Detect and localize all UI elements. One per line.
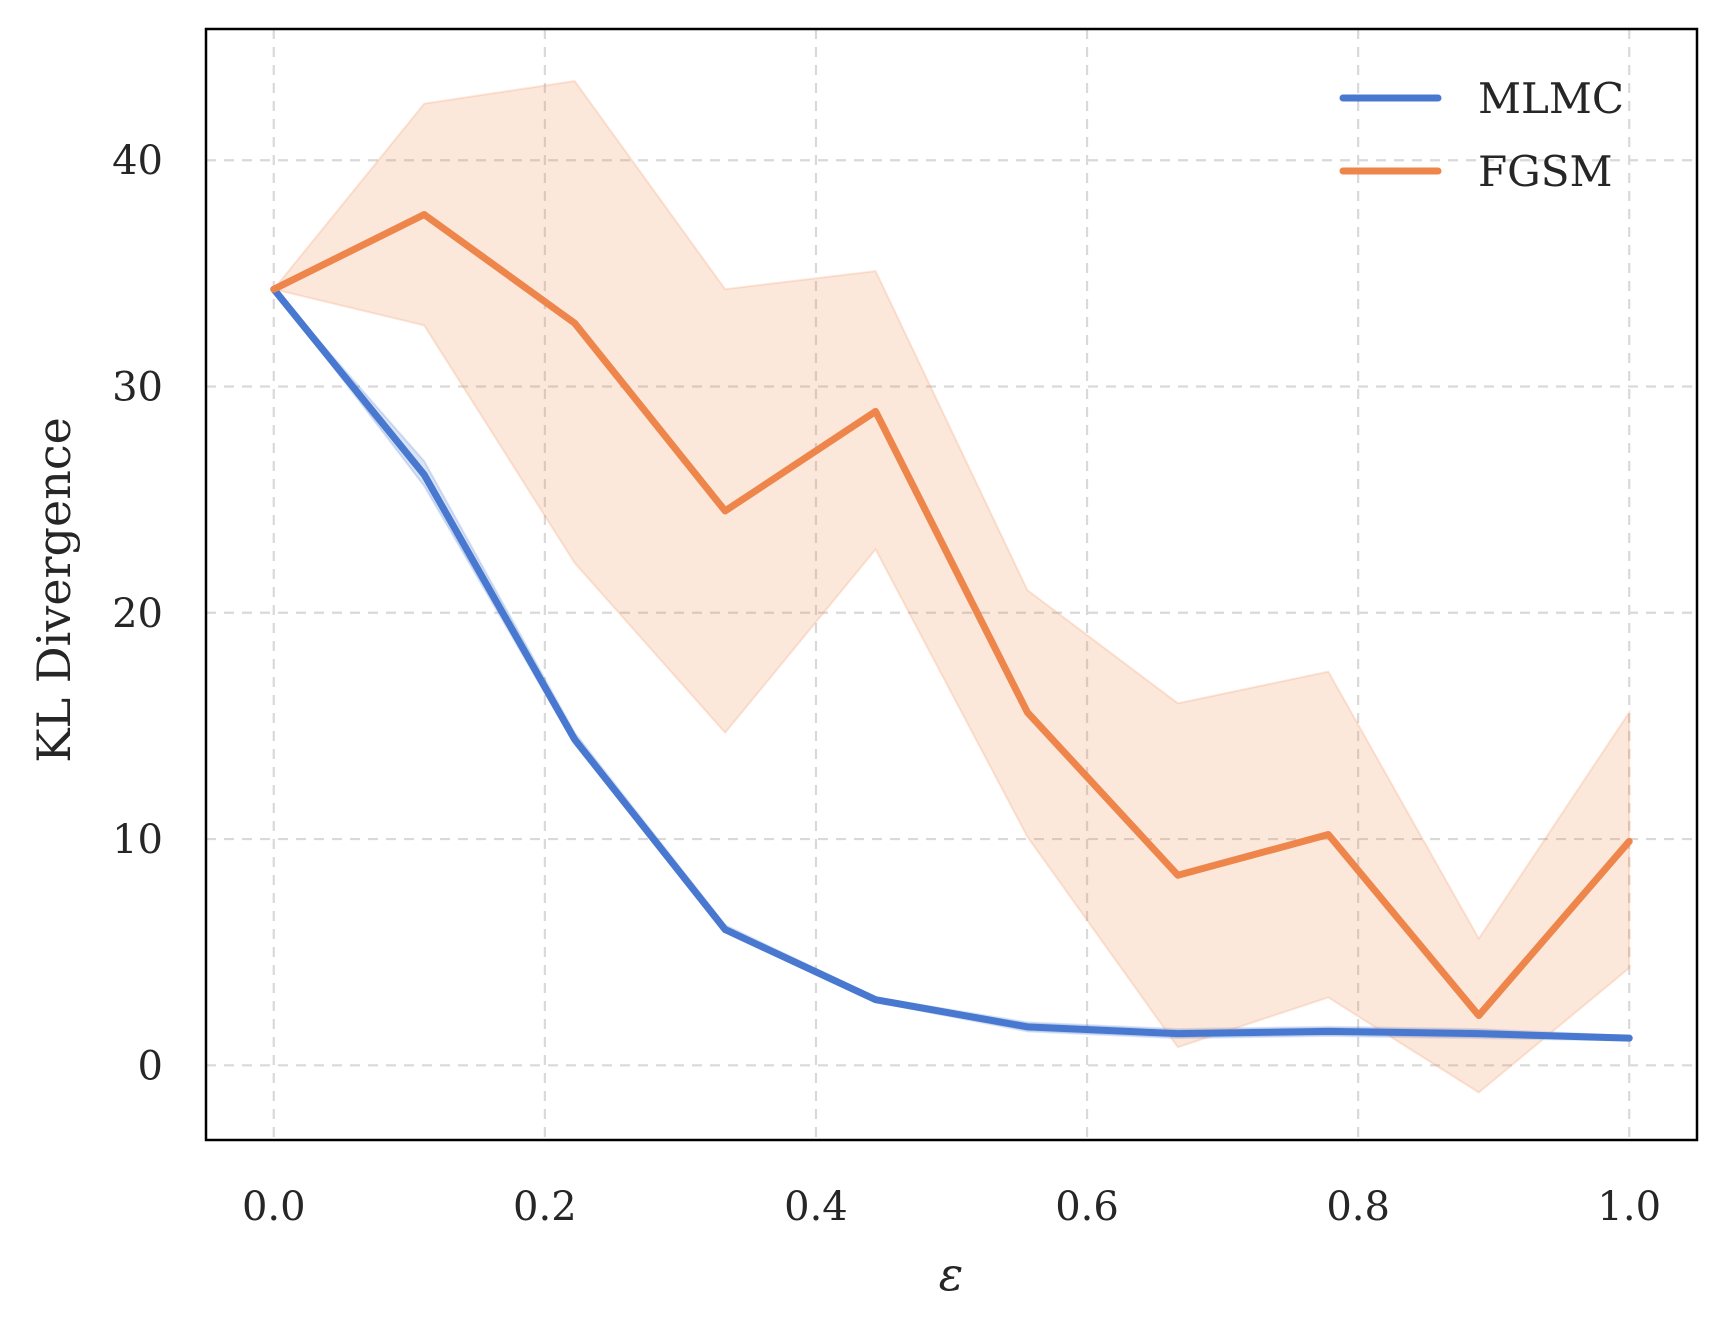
x-tick-label: 0.0 (242, 1184, 306, 1230)
mlmc-line (270, 285, 1633, 1042)
x-axis-label: ε (939, 1247, 964, 1301)
mlmc-legend-label: MLMC (1478, 74, 1624, 123)
plot-background (206, 29, 1697, 1140)
x-tick-label: 0.4 (784, 1184, 848, 1230)
y-tick-label: 10 (112, 817, 163, 863)
x-tick-label: 1.0 (1597, 1184, 1661, 1230)
series-lines (270, 211, 1633, 1042)
x-tick-label: 0.8 (1326, 1184, 1390, 1230)
y-tick-label: 0 (138, 1043, 163, 1089)
plot-frame (204, 27, 1699, 1142)
grid (206, 29, 1697, 1140)
fgsm-legend-label: FGSM (1478, 147, 1612, 196)
y-axis-ticks: 0 10 20 30 40 (112, 138, 163, 1089)
fgsm-line (270, 211, 1633, 1020)
x-tick-label: 0.6 (1055, 1184, 1119, 1230)
y-tick-label: 20 (112, 591, 163, 637)
legend: MLMC FGSM (1339, 74, 1624, 196)
y-axis-label: KL Divergence (27, 417, 81, 763)
x-axis-ticks: 0.0 0.2 0.4 0.6 0.8 1.0 (242, 1184, 1661, 1230)
x-tick-label: 0.2 (513, 1184, 577, 1230)
y-tick-label: 30 (112, 365, 163, 411)
y-tick-label: 40 (112, 138, 163, 184)
